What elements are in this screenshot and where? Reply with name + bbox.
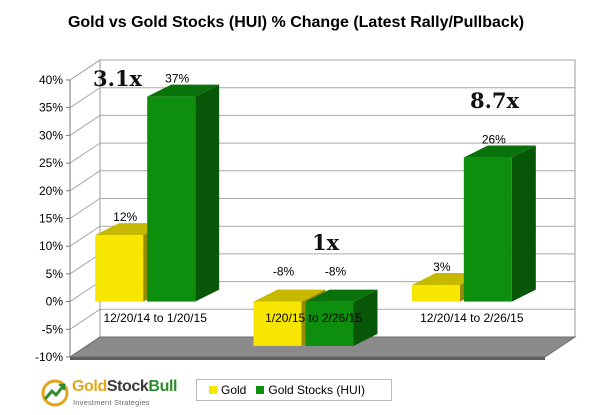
bar-front [253,301,302,346]
bar-front [463,157,512,302]
bar-front [95,235,144,302]
legend-item-gold: Gold [209,383,246,397]
bar-side [353,289,378,346]
bar-side [195,84,220,302]
gridline [69,198,575,219]
chart-floor [68,336,577,360]
data-label: 37% [165,72,189,86]
y-tick-label: -10% [35,350,63,364]
y-tick-label: 35% [39,101,63,115]
gridline [69,114,575,136]
data-label: 26% [482,133,506,147]
bar-top [305,289,378,302]
legend-item-gold-stocks: Gold Stocks (HUI) [256,383,365,397]
category-label: 12/20/14 to 1/20/15 [103,311,207,325]
category-label: 12/20/14 to 2/26/15 [420,311,524,325]
data-label: 12% [113,210,137,224]
bar-front [411,284,460,302]
legend-swatch-gold [209,386,217,394]
y-tick-label: 25% [39,156,63,170]
legend-label: Gold Stocks (HUI) [268,383,366,397]
data-label: -8% [273,265,295,279]
y-tick-label: 10% [39,239,63,253]
data-labels: 12% 37% -8% -8% 3% 26% [113,72,506,279]
data-label: 3% [433,260,451,274]
legend: Gold Gold Stocks (HUI) [196,379,392,401]
legend-label: Gold [221,383,247,397]
y-tick-label: 40% [39,73,63,87]
gridline [69,87,575,109]
bar-side [511,145,536,302]
multiplier-annotation: 8.7x [470,88,520,113]
y-axis: -10% -5% 0% 5% 10% 15% 20% 25% 30% 35% 40% [35,73,71,364]
floor-front [70,357,545,360]
gridlines [69,59,575,358]
y-tick-label: 30% [39,128,63,142]
bars [95,84,536,346]
y-tick-label: -5% [42,322,64,336]
bar-gold-stocks [463,145,536,302]
bar-top [253,289,326,302]
gridline [69,142,575,164]
chart-title: Gold vs Gold Stocks (HUI) % Change (Late… [67,14,525,31]
gridline [69,170,575,192]
y-tick-label: 0% [46,295,64,309]
category-labels: 12/20/14 to 1/20/15 1/20/15 to 2/26/15 12/… [103,311,523,325]
gridline [69,59,575,81]
y-tick-label: 5% [46,267,64,281]
bar-gold-stocks [147,84,220,302]
bar-gold-stocks [305,289,378,346]
data-label: -8% [325,265,347,279]
gridline [69,308,575,330]
goldstockbull-logo: GoldStockBull Investment Strategies [40,376,190,410]
logo-tagline: Investment Strategies [73,398,150,407]
multiplier-annotation: 3.1x [93,66,143,91]
logo-wordmark: GoldStockBull [72,378,178,395]
bar-top [463,145,536,158]
category-label: 1/20/15 to 2/26/15 [265,311,362,325]
bar-front [305,301,354,346]
bar-top [147,84,220,97]
y-tick-label: 20% [39,184,63,198]
gridline [69,225,575,247]
multiplier-annotation: 1x [312,230,340,255]
bull-icon [41,379,69,407]
bar-front [147,96,196,302]
y-tick-label: 15% [39,212,63,226]
legend-swatch-gold-stocks [256,386,265,394]
